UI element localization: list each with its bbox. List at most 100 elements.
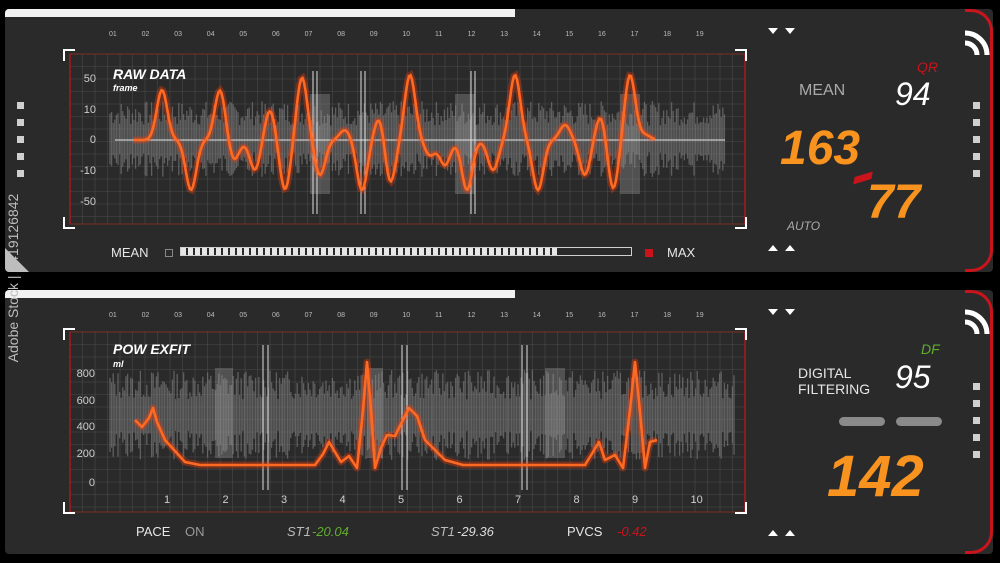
st1-value: -29.36 (457, 524, 494, 539)
x-label: 6 (456, 494, 463, 506)
qr-value: 94 (895, 76, 931, 112)
top-tick-label: 12 (467, 312, 476, 319)
y-label: 400 (76, 421, 95, 433)
pvcs-label: PVCS (567, 524, 603, 539)
top-tick-label: 16 (598, 31, 606, 38)
top-tick-label: 15 (565, 312, 574, 319)
expand-arrow-icon (768, 245, 778, 251)
top-tick-label: 19 (695, 31, 704, 38)
side-indicator-icon (973, 434, 980, 441)
noise-cluster (545, 368, 565, 458)
x-label: 5 (398, 494, 405, 506)
top-tick-label: 11 (435, 312, 443, 319)
noise-band (109, 370, 735, 460)
corner-triangle-icon (5, 248, 29, 272)
noise-band (109, 101, 726, 177)
frame-corner (735, 502, 747, 514)
top-tick-label: 12 (467, 31, 476, 38)
x-label: 3 (281, 494, 288, 506)
pow-trace (132, 358, 658, 472)
side-indicator-icon (973, 400, 980, 407)
y-label: 0 (89, 134, 96, 146)
x-label: 7 (515, 494, 522, 506)
mean-label: MEAN (111, 245, 149, 260)
side-indicator-icon (973, 417, 980, 424)
y-label: 0 (88, 477, 95, 489)
systolic-value: 163 (780, 122, 861, 175)
panel-top-bar (5, 9, 515, 17)
stock-watermark-id: Adobe Stock | #419126842 (5, 193, 21, 363)
side-indicator-icon (973, 136, 980, 143)
frame-corner (63, 328, 75, 340)
graph-title: RAW DATA (113, 66, 187, 82)
diastolic-value: 77 (867, 176, 921, 229)
digital-filtering-label: DIGITAL FILTERING (798, 365, 870, 397)
y-label: -50 (80, 196, 96, 208)
pvcs-value: -0.42 (617, 524, 647, 539)
noise-cluster (310, 94, 330, 194)
top-tick-label: 14 (532, 312, 541, 319)
side-indicator-icon (973, 451, 980, 458)
top-tick-label: 05 (239, 31, 248, 38)
expand-arrow-icon (785, 530, 795, 536)
df-label: DF (921, 341, 940, 357)
side-indicator-icon (17, 102, 24, 109)
expand-arrow-icon (768, 530, 778, 536)
qr-label: QR (917, 59, 938, 75)
side-indicator-icon (17, 170, 24, 177)
frame-corner (63, 49, 75, 61)
top-tick-label: 13 (500, 31, 508, 38)
x-label: 2 (222, 494, 229, 506)
top-tick-label: 18 (663, 31, 671, 38)
side-indicator-icon (17, 136, 24, 143)
main-readout-value: 142 (827, 444, 924, 509)
panel-top-bar (5, 290, 515, 298)
pow-exfit-panel: 01 02 03 04 05 06 07 08 09 10 11 12 13 14 15 16 17 18 19 P… (5, 290, 993, 554)
pace-label: PACE (136, 524, 171, 539)
expand-arrow-icon (768, 309, 778, 315)
noise-cluster (215, 368, 233, 458)
x-label: 1 (164, 494, 171, 506)
mean-marker-icon (165, 249, 173, 257)
frame-corner (735, 328, 747, 340)
side-indicator-icon (973, 102, 980, 109)
expand-arrow-icon (785, 245, 795, 251)
digital-filtering-line2: FILTERING (798, 381, 871, 397)
top-tick-label: 13 (500, 312, 508, 319)
top-tick-label: 10 (402, 312, 411, 319)
top-tick-label: 16 (598, 312, 606, 319)
mean-readout-label: MEAN (799, 82, 846, 99)
top-tick-label: 07 (304, 31, 313, 38)
expand-arrow-icon (785, 309, 795, 315)
top-tick-label: 03 (174, 312, 182, 319)
y-label: 800 (76, 368, 95, 380)
frame-corner (735, 49, 747, 61)
top-tick-label: 02 (141, 312, 150, 319)
top-tick-label: 19 (695, 312, 704, 319)
top-tick-label: 09 (369, 31, 378, 38)
mean-max-bar (180, 247, 632, 256)
top-tick-label: 08 (337, 31, 345, 38)
top-tick-label: 04 (206, 31, 215, 38)
st1-value: -20.04 (312, 524, 349, 539)
filter-pill (896, 417, 942, 426)
top-tick-label: 07 (304, 312, 313, 319)
top-tick-label: 01 (109, 312, 117, 319)
graph-title: POW EXFIT (113, 341, 190, 357)
top-tick-label: 05 (239, 312, 248, 319)
graph-subtitle: frame (113, 83, 138, 93)
marker-line (470, 71, 476, 214)
digital-filtering-line1: DIGITAL (798, 365, 852, 381)
y-label: 10 (83, 104, 96, 116)
noise-cluster (620, 94, 640, 194)
top-tick-label: 10 (402, 31, 411, 38)
top-tick-label: 18 (663, 312, 671, 319)
frame-corner (63, 217, 75, 229)
auto-label: AUTO (787, 219, 821, 233)
raw-data-waveform (69, 53, 746, 225)
side-indicator-icon (17, 153, 24, 160)
frame-corner (63, 502, 75, 514)
top-tick-label: 02 (141, 31, 150, 38)
max-marker-icon (645, 249, 653, 257)
side-indicator-icon (17, 119, 24, 126)
